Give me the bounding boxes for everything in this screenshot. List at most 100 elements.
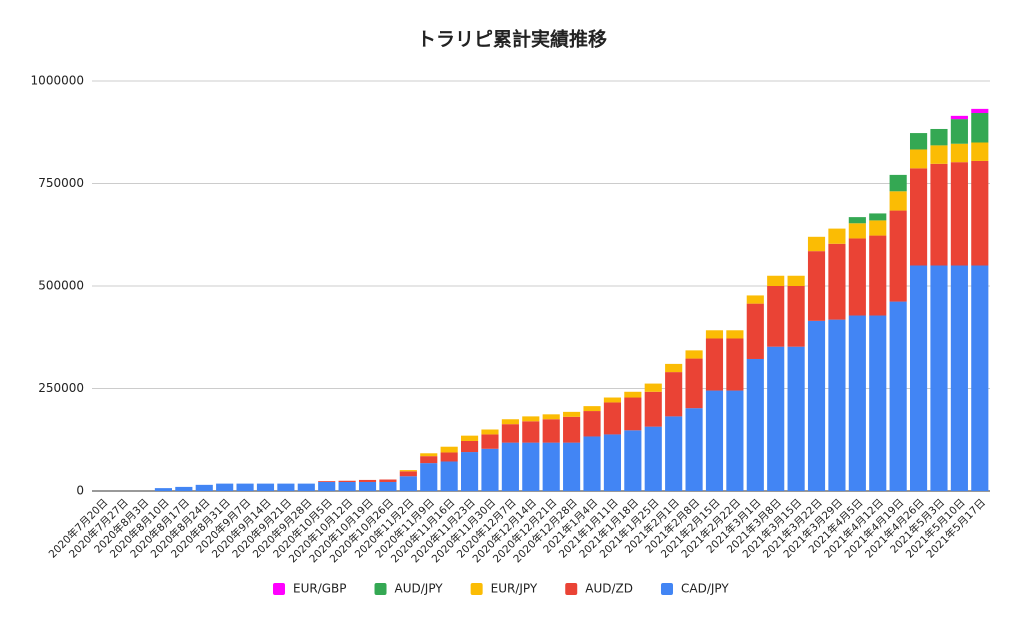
bar-segment (644, 383, 662, 392)
bar-segment (665, 416, 683, 491)
bar-segment (726, 330, 744, 339)
bar-segment (889, 301, 907, 491)
bar-segment (603, 402, 622, 435)
y-tick-label: 0 (76, 484, 84, 498)
bar-segment (971, 265, 989, 491)
bar-segment (481, 434, 499, 449)
bar-segment (175, 486, 193, 491)
bar-segment (950, 115, 968, 120)
bar-segment (624, 430, 642, 491)
bar-segment (971, 142, 989, 161)
bar-segment (399, 471, 417, 477)
bar-segment (256, 483, 275, 491)
bar-segment (603, 397, 622, 403)
bar-segment (767, 346, 785, 491)
bar-segment (869, 220, 887, 236)
bar-segment (665, 372, 683, 417)
legend-label: CAD/JPY (681, 582, 729, 596)
bar-segment (603, 434, 622, 491)
bar-segment (399, 476, 417, 491)
legend-swatch (273, 583, 285, 595)
bar-segment (869, 235, 887, 316)
bar-segment (216, 483, 234, 491)
bar-segment (889, 210, 907, 302)
bar-segment (522, 416, 540, 422)
bar-segment (807, 320, 826, 491)
y-tick-label: 500000 (38, 279, 84, 293)
bar-segment (318, 481, 336, 491)
bar-segment (542, 419, 560, 443)
bar-segment (705, 390, 724, 491)
bar-segment (869, 213, 887, 221)
bar-segment (440, 452, 458, 462)
bar-segment (195, 484, 213, 491)
bar-segment (807, 236, 826, 252)
bar-segment (746, 358, 764, 491)
bar-segment (522, 442, 540, 491)
bar-segment (909, 133, 928, 150)
bar-segment (665, 363, 683, 373)
bar-segment (930, 128, 948, 146)
bar-segment (828, 319, 846, 491)
bar-segment (726, 390, 744, 491)
legend-label: AUD/ZD (585, 582, 633, 596)
bar-segment (420, 463, 438, 491)
bar-segment (705, 330, 724, 339)
bar-segment (501, 419, 519, 425)
bar-segment (583, 406, 601, 412)
bar-segment (971, 160, 989, 266)
bar-segment (950, 162, 968, 266)
bar-segment (644, 426, 662, 491)
bar-segment (522, 421, 540, 443)
bar-segment (277, 483, 295, 491)
legend-swatch (374, 583, 387, 595)
bar-segment (848, 217, 866, 224)
bar-segment (542, 442, 560, 491)
bar-segment (501, 442, 519, 491)
bar-segment (828, 243, 846, 320)
bar-segment (746, 295, 764, 304)
bar-segment (583, 411, 601, 437)
bar-segment (767, 286, 785, 347)
bar-segment (460, 435, 479, 441)
bar-segment (542, 414, 560, 420)
bar-segment (685, 358, 703, 409)
bar-segment (420, 456, 438, 464)
bar-segment (787, 346, 805, 491)
chart-title: トラリピ累計実績推移 (417, 28, 607, 51)
bar-segment (624, 397, 642, 431)
bar-segment (583, 436, 601, 491)
legend-label: EUR/GBP (293, 582, 347, 596)
bar-segment (338, 480, 356, 482)
bar-segment (950, 143, 968, 163)
bar-segment (787, 286, 805, 347)
bar-segment (236, 483, 254, 491)
bar-segment (930, 163, 948, 266)
bar-segment (848, 315, 866, 491)
legend-swatch (660, 583, 673, 595)
y-tick-label: 750000 (38, 176, 84, 190)
bar-segment (399, 470, 417, 472)
bar-segment (501, 424, 519, 443)
bar-segment (481, 429, 499, 435)
bar-segment (889, 191, 907, 211)
bar-segment (848, 223, 866, 239)
bar-segment (705, 338, 724, 391)
bar-segment (297, 483, 315, 491)
bar-segment (685, 408, 703, 491)
bar-segment (950, 119, 968, 144)
bar-segment (930, 145, 948, 164)
bar-segment (971, 112, 989, 143)
bar-segment (807, 251, 826, 321)
bar-segment (624, 391, 642, 398)
bar-segment (318, 481, 336, 482)
bar-segment (379, 481, 397, 491)
bar-segment (767, 275, 785, 286)
bar-segment (726, 338, 744, 391)
bar-segment (889, 174, 907, 192)
bar-segment (420, 453, 438, 457)
legend-label: EUR/JPY (491, 582, 538, 596)
bar-segment (644, 391, 662, 427)
bar-segment (481, 448, 499, 491)
